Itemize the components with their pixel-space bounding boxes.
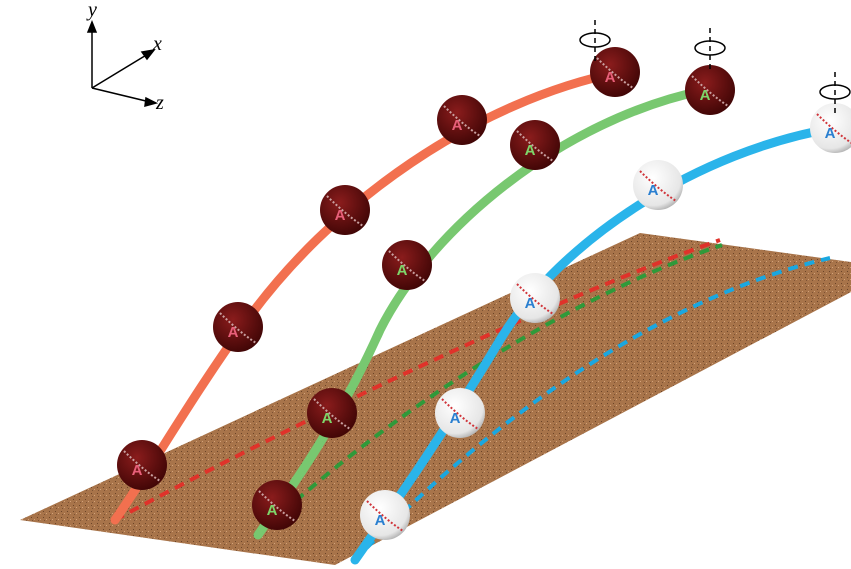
axis-triad <box>88 22 156 106</box>
ball-label: A <box>605 69 616 86</box>
ball-label: A <box>397 262 408 279</box>
ball-label: A <box>648 182 659 199</box>
pitch <box>20 233 851 565</box>
ball-label: A <box>335 207 346 224</box>
ball-label: A <box>228 324 239 341</box>
axis-label: x <box>152 33 162 55</box>
axis-label: z <box>155 92 164 114</box>
ball-label: A <box>525 295 536 312</box>
ball-label: A <box>267 502 278 519</box>
scene: y x z A A A A A A A A A A A A A A A <box>0 0 851 569</box>
ball-label: A <box>825 125 836 142</box>
ball-label: A <box>322 410 333 427</box>
ball-label: A <box>375 512 386 529</box>
ball-label: A <box>452 117 463 134</box>
ball-label: A <box>525 142 536 159</box>
ball-label: A <box>450 410 461 427</box>
ball-label: A <box>132 462 143 479</box>
axis-label: y <box>86 0 97 21</box>
ball-label: A <box>700 87 711 104</box>
